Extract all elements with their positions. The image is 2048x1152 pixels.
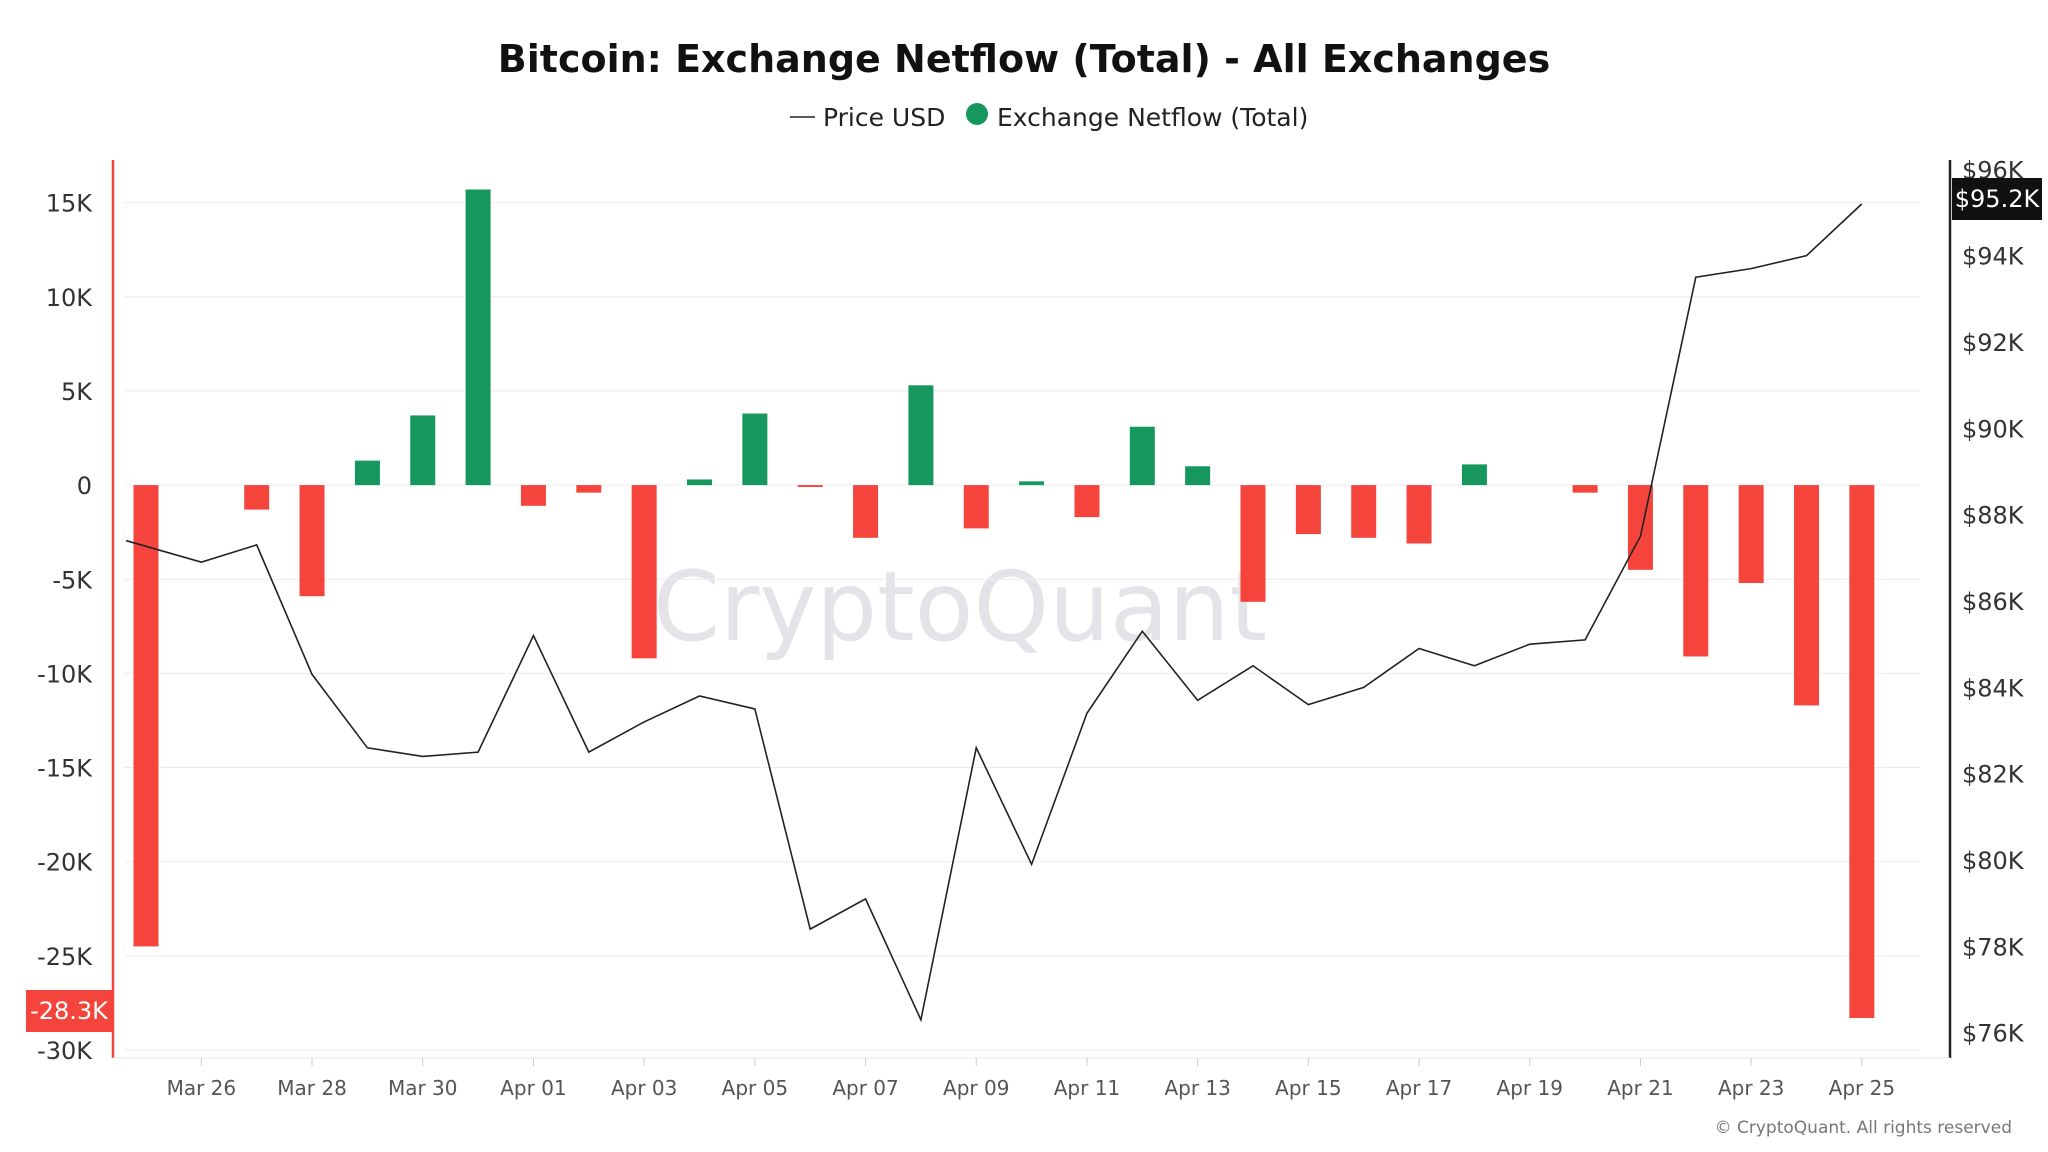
netflow-bar[interactable] [1683, 485, 1709, 657]
left-axis-ticks: 15K 10K 5K 0 -5K -10K -15K -20K -25K -30K [37, 190, 93, 1065]
netflow-bar[interactable] [1295, 485, 1321, 535]
x-tick-label: Apr 19 [1497, 1076, 1563, 1100]
netflow-bar[interactable] [908, 385, 934, 486]
price-line [125, 203, 1863, 1023]
x-tick-label: Apr 13 [1164, 1076, 1230, 1100]
netflow-bar[interactable] [299, 485, 325, 597]
netflow-bar[interactable] [1074, 485, 1100, 518]
legend-price-label[interactable]: Price USD [823, 103, 945, 132]
y-left-tick-label: -5K [52, 566, 93, 594]
y-left-tick-label: 15K [46, 190, 94, 218]
right-value-badge: $95.2K [1952, 178, 2042, 220]
right-badge-text: $95.2K [1955, 185, 2041, 213]
netflow-bar[interactable] [1351, 485, 1377, 538]
netflow-bar[interactable] [354, 460, 380, 486]
y-left-tick-label: 10K [46, 284, 94, 312]
netflow-bar[interactable] [520, 485, 546, 506]
x-tick-label: Mar 26 [167, 1076, 237, 1100]
chart-title: Bitcoin: Exchange Netflow (Total) - All … [498, 37, 1550, 81]
netflow-bar[interactable] [742, 413, 768, 486]
price-polyline [125, 203, 1863, 1023]
x-tick-label: Apr 09 [943, 1076, 1009, 1100]
netflow-bar[interactable] [797, 485, 823, 487]
netflow-bar[interactable] [963, 485, 989, 529]
netflow-bar[interactable] [631, 485, 657, 659]
right-axis-ticks: $96K$94K$92K$90K$88K$86K$84K$82K$80K$78K… [1962, 156, 2025, 1047]
y-left-tick-label: -25K [37, 943, 93, 971]
x-tick-label: Apr 17 [1386, 1076, 1452, 1100]
y-right-tick-label: $80K [1962, 847, 2025, 875]
y-left-tick-label: 5K [61, 378, 93, 406]
x-tick-label: Apr 03 [611, 1076, 677, 1100]
y-right-tick-label: $86K [1962, 588, 2025, 616]
y-right-tick-label: $78K [1962, 933, 2025, 961]
left-badge-bg [26, 990, 112, 1032]
y-left-tick-label: -30K [37, 1037, 93, 1065]
y-right-tick-label: $82K [1962, 761, 2025, 789]
y-left-tick-label: -20K [37, 849, 93, 877]
netflow-bar[interactable] [1794, 485, 1819, 706]
netflow-bar[interactable] [465, 189, 491, 486]
y-right-tick-label: $88K [1962, 502, 2025, 530]
left-badge-text: -28.3K [30, 997, 109, 1025]
legend: Price USD Exchange Netflow (Total) [790, 103, 1308, 132]
netflow-bar[interactable] [1406, 485, 1432, 544]
left-value-badge: -28.3K [26, 990, 112, 1032]
netflow-bar[interactable] [1240, 485, 1266, 602]
netflow-bar[interactable] [1849, 485, 1875, 1018]
copyright: © CryptoQuant. All rights reserved [1715, 1118, 2012, 1138]
right-badge-bg [1952, 178, 2042, 220]
x-tick-label: Apr 23 [1718, 1076, 1784, 1100]
netflow-bar[interactable] [853, 485, 879, 538]
netflow-bar[interactable] [1461, 464, 1487, 486]
y-right-tick-label: $92K [1962, 329, 2025, 357]
x-tick-label: Mar 28 [277, 1076, 347, 1100]
y-right-tick-label: $94K [1962, 243, 2025, 271]
netflow-bar[interactable] [1019, 481, 1045, 486]
y-left-tick-label: -10K [37, 660, 93, 688]
netflow-bar[interactable] [1572, 485, 1598, 493]
netflow-bar[interactable] [1129, 426, 1155, 486]
netflow-bar[interactable] [576, 485, 602, 493]
y-right-tick-label: $76K [1962, 1020, 2025, 1048]
netflow-bar[interactable] [1738, 485, 1764, 584]
y-left-tick-label: -15K [37, 755, 93, 783]
watermark: CryptoQuant [653, 551, 1267, 663]
x-tick-label: Apr 15 [1275, 1076, 1341, 1100]
netflow-bar[interactable] [244, 485, 270, 510]
x-tick-label: Apr 11 [1054, 1076, 1120, 1100]
netflow-bar[interactable] [133, 485, 159, 947]
x-tick-label: Apr 25 [1829, 1076, 1895, 1100]
x-tick-label: Mar 30 [388, 1076, 458, 1100]
y-right-tick-label: $84K [1962, 674, 2025, 702]
x-tick-label: Apr 07 [832, 1076, 898, 1100]
x-tick-label: Apr 05 [722, 1076, 788, 1100]
x-tick-label: Apr 01 [500, 1076, 566, 1100]
legend-netflow-label[interactable]: Exchange Netflow (Total) [997, 103, 1308, 132]
x-axis-ticks: Mar 26 Mar 28 Mar 30 Apr 01 Apr 03 Apr 05 Apr … [113, 1057, 1950, 1100]
legend-netflow-swatch [966, 103, 988, 125]
y-left-tick-label: 0 [77, 472, 92, 500]
x-tick-label: Apr 21 [1607, 1076, 1673, 1100]
netflow-bars [133, 189, 1875, 1018]
netflow-bar[interactable] [1185, 466, 1211, 486]
y-right-tick-label: $90K [1962, 415, 2025, 443]
netflow-bar[interactable] [687, 479, 712, 486]
netflow-bar[interactable] [410, 415, 436, 486]
